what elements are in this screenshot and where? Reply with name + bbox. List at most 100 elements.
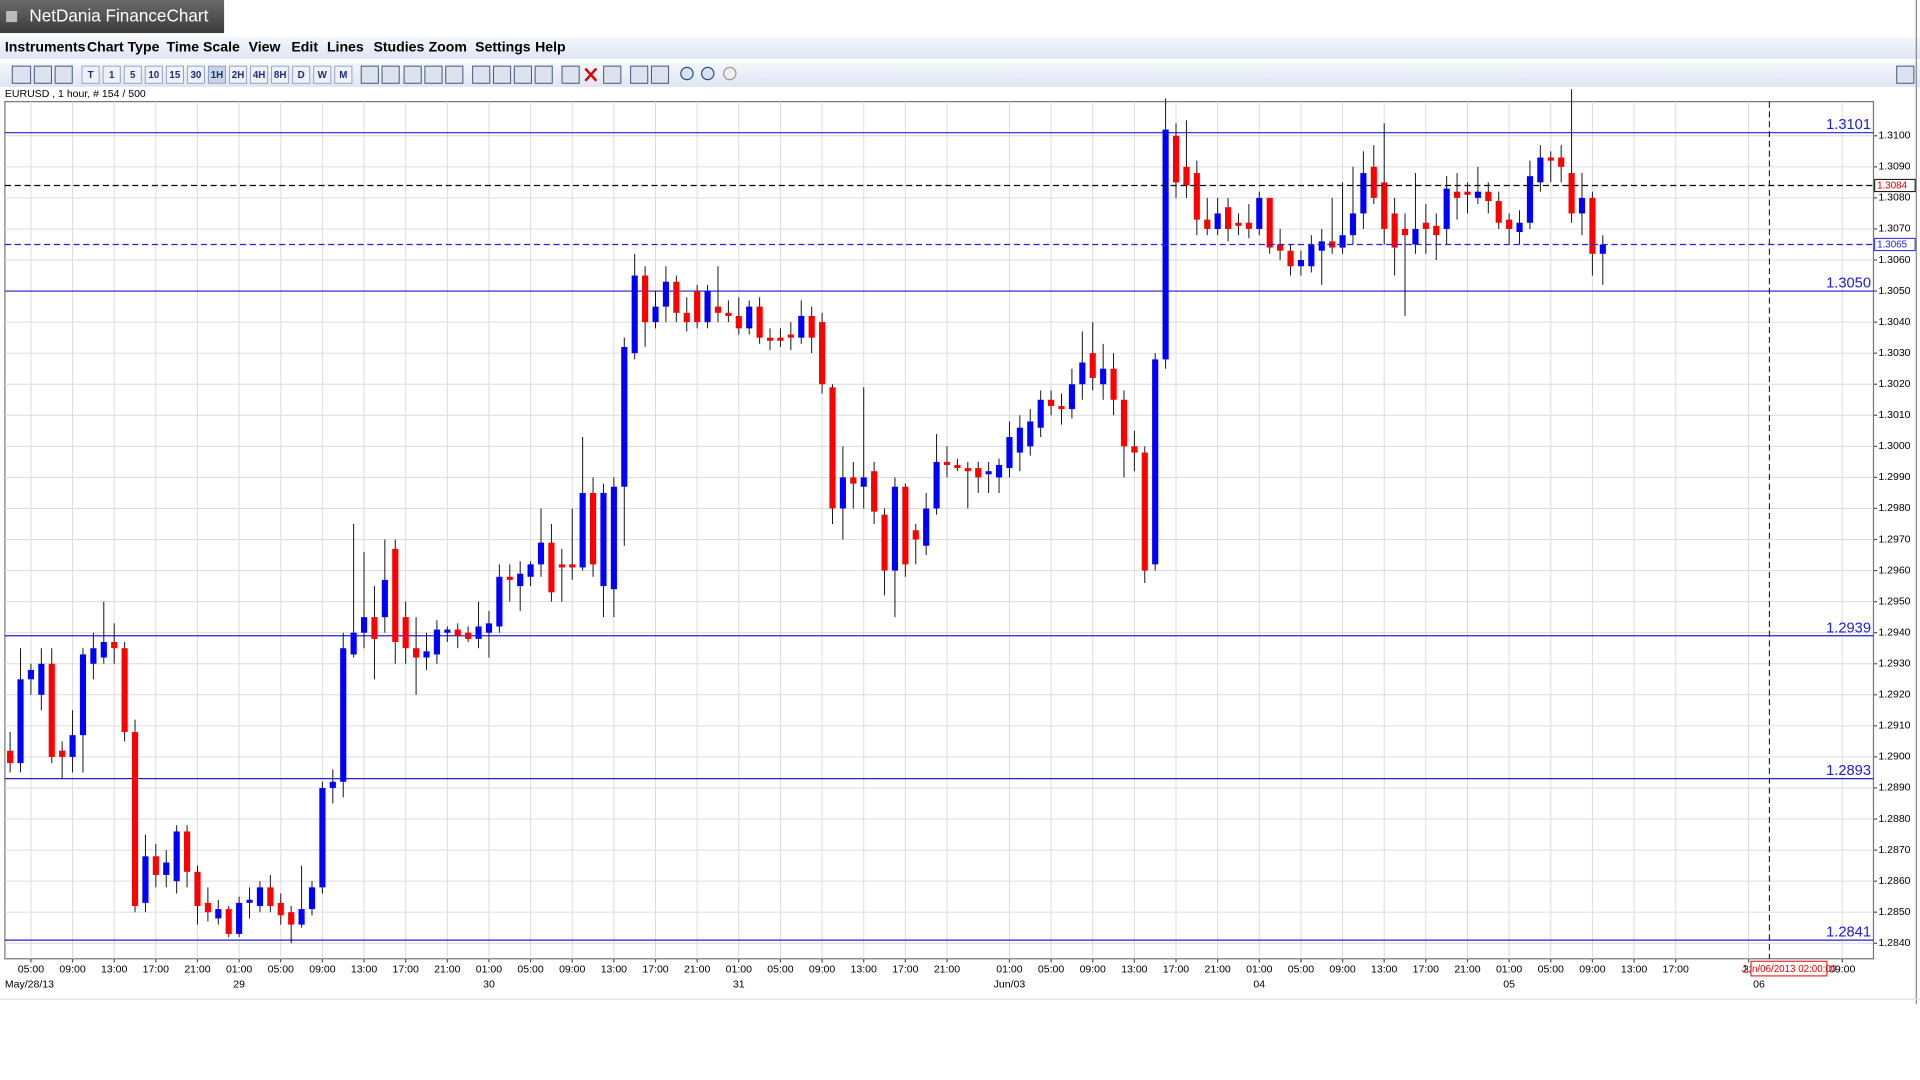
timescale-button[interactable] [165, 65, 184, 84]
menu-item[interactable]: Time Scale [167, 38, 240, 54]
candle-body [121, 648, 128, 733]
timescale-button[interactable] [207, 65, 226, 84]
candle-body [256, 887, 264, 906]
menu-item[interactable]: View [249, 38, 281, 54]
x-tick-label: 13:00 [851, 964, 877, 976]
candle-body [1568, 173, 1575, 214]
timescale-buttons: T 1 5 10 15 30 1H 2H 4H 8H D W M [81, 65, 353, 84]
zoom-reset-icon[interactable] [723, 66, 737, 81]
candle-body [215, 909, 222, 919]
menu-item[interactable]: Settings [475, 38, 531, 54]
candle-body [912, 530, 919, 540]
candle-body [839, 477, 846, 509]
candle-body [1235, 222, 1242, 226]
candle-body [600, 492, 607, 587]
candle-body [995, 464, 1003, 478]
menu-item[interactable]: Instruments [5, 38, 86, 54]
timescale-button[interactable] [123, 65, 142, 84]
candle-body [725, 312, 732, 316]
timescale-button[interactable] [292, 65, 311, 84]
tool-icon[interactable] [445, 65, 464, 84]
x-tick-label: 09:00 [1329, 964, 1355, 976]
x-tick-label: 09:00 [59, 964, 85, 976]
preview-icon[interactable] [650, 65, 670, 84]
x-tick-label: 09:00 [809, 964, 835, 976]
tool-icon[interactable] [424, 65, 443, 84]
tool-icon[interactable] [360, 65, 379, 84]
menu-item[interactable]: Studies [373, 38, 424, 54]
timescale-button[interactable] [186, 65, 205, 84]
x-tick-label: 09:00 [1579, 964, 1605, 976]
candle-body [288, 912, 295, 925]
menu-item[interactable]: Lines [327, 38, 364, 54]
timescale-button[interactable] [81, 65, 100, 84]
candle-body [569, 564, 576, 568]
print-icon[interactable] [630, 65, 649, 84]
x-tick-label: 21 [1743, 964, 1755, 976]
candle-body [1204, 219, 1211, 229]
candle-body [433, 629, 440, 655]
tool-icon[interactable] [403, 65, 422, 84]
y-tick-label: 1.2990 [1878, 471, 1910, 483]
candle-body [1443, 188, 1450, 229]
timescale-button[interactable] [250, 65, 269, 84]
timescale-label: 1 [109, 70, 115, 81]
tool-icon[interactable] [513, 65, 532, 84]
candle-body [392, 548, 399, 643]
x-tick-label: 09:00 [559, 964, 585, 976]
tool-icon[interactable] [54, 65, 73, 84]
candle-body [1339, 235, 1346, 248]
tool-icon[interactable] [561, 65, 580, 84]
candle-body [1058, 405, 1065, 410]
candle-body [465, 632, 472, 639]
tool-icon[interactable] [11, 65, 32, 84]
tool-icon[interactable] [381, 65, 400, 84]
timescale-button[interactable] [102, 65, 121, 84]
tool-icon[interactable] [492, 65, 512, 84]
candle-body [548, 542, 555, 593]
candle-body [1360, 173, 1367, 214]
price-tag [1874, 178, 1916, 193]
candle-body [735, 315, 742, 329]
title-tab[interactable] [0, 0, 225, 34]
x-tick-label: 13:00 [601, 964, 627, 976]
y-tick-label: 1.2920 [1878, 689, 1910, 701]
candle-body [777, 337, 784, 341]
candle-body [766, 337, 774, 341]
candle-body [631, 275, 638, 354]
delete-icon[interactable] [584, 67, 598, 82]
tool-icon[interactable] [33, 65, 52, 84]
menu-item[interactable]: Edit [291, 38, 318, 54]
candle-body [704, 291, 711, 323]
candle-body [90, 648, 97, 664]
zoom-out-icon[interactable] [701, 66, 715, 81]
candle-body [1110, 368, 1117, 400]
timescale-button[interactable] [271, 65, 290, 84]
candle-body [1485, 191, 1492, 202]
x-tick-label: 05:00 [268, 964, 294, 976]
candle-body [1599, 244, 1606, 254]
candle-body [860, 477, 867, 487]
timescale-button[interactable] [144, 65, 163, 84]
y-tick-label: 1.3040 [1878, 316, 1910, 328]
panel-icon[interactable] [1896, 65, 1915, 84]
tool-icon[interactable] [534, 65, 553, 84]
x-tick-label: 17:00 [892, 964, 918, 976]
x-tick-label: 13:00 [1121, 964, 1147, 976]
timescale-button[interactable] [229, 65, 248, 84]
level-label: 1.2939 [1826, 620, 1871, 636]
x-tick-label: 09:00 [1829, 964, 1855, 976]
timescale-button[interactable] [313, 65, 332, 84]
candle-body [1547, 157, 1554, 161]
menu-item[interactable]: Chart Type [87, 38, 160, 54]
menu-item[interactable]: Zoom [429, 38, 467, 54]
zoom-in-icon[interactable] [680, 66, 694, 81]
tool-icon[interactable] [603, 65, 622, 84]
candle-body [173, 831, 180, 882]
timescale-button[interactable] [334, 65, 353, 84]
candle-body [1578, 197, 1586, 214]
menu-item[interactable]: Help [535, 38, 566, 54]
y-tick-label: 1.2950 [1878, 595, 1910, 607]
tool-icon[interactable] [472, 65, 491, 84]
y-tick-label: 1.2840 [1878, 937, 1910, 949]
